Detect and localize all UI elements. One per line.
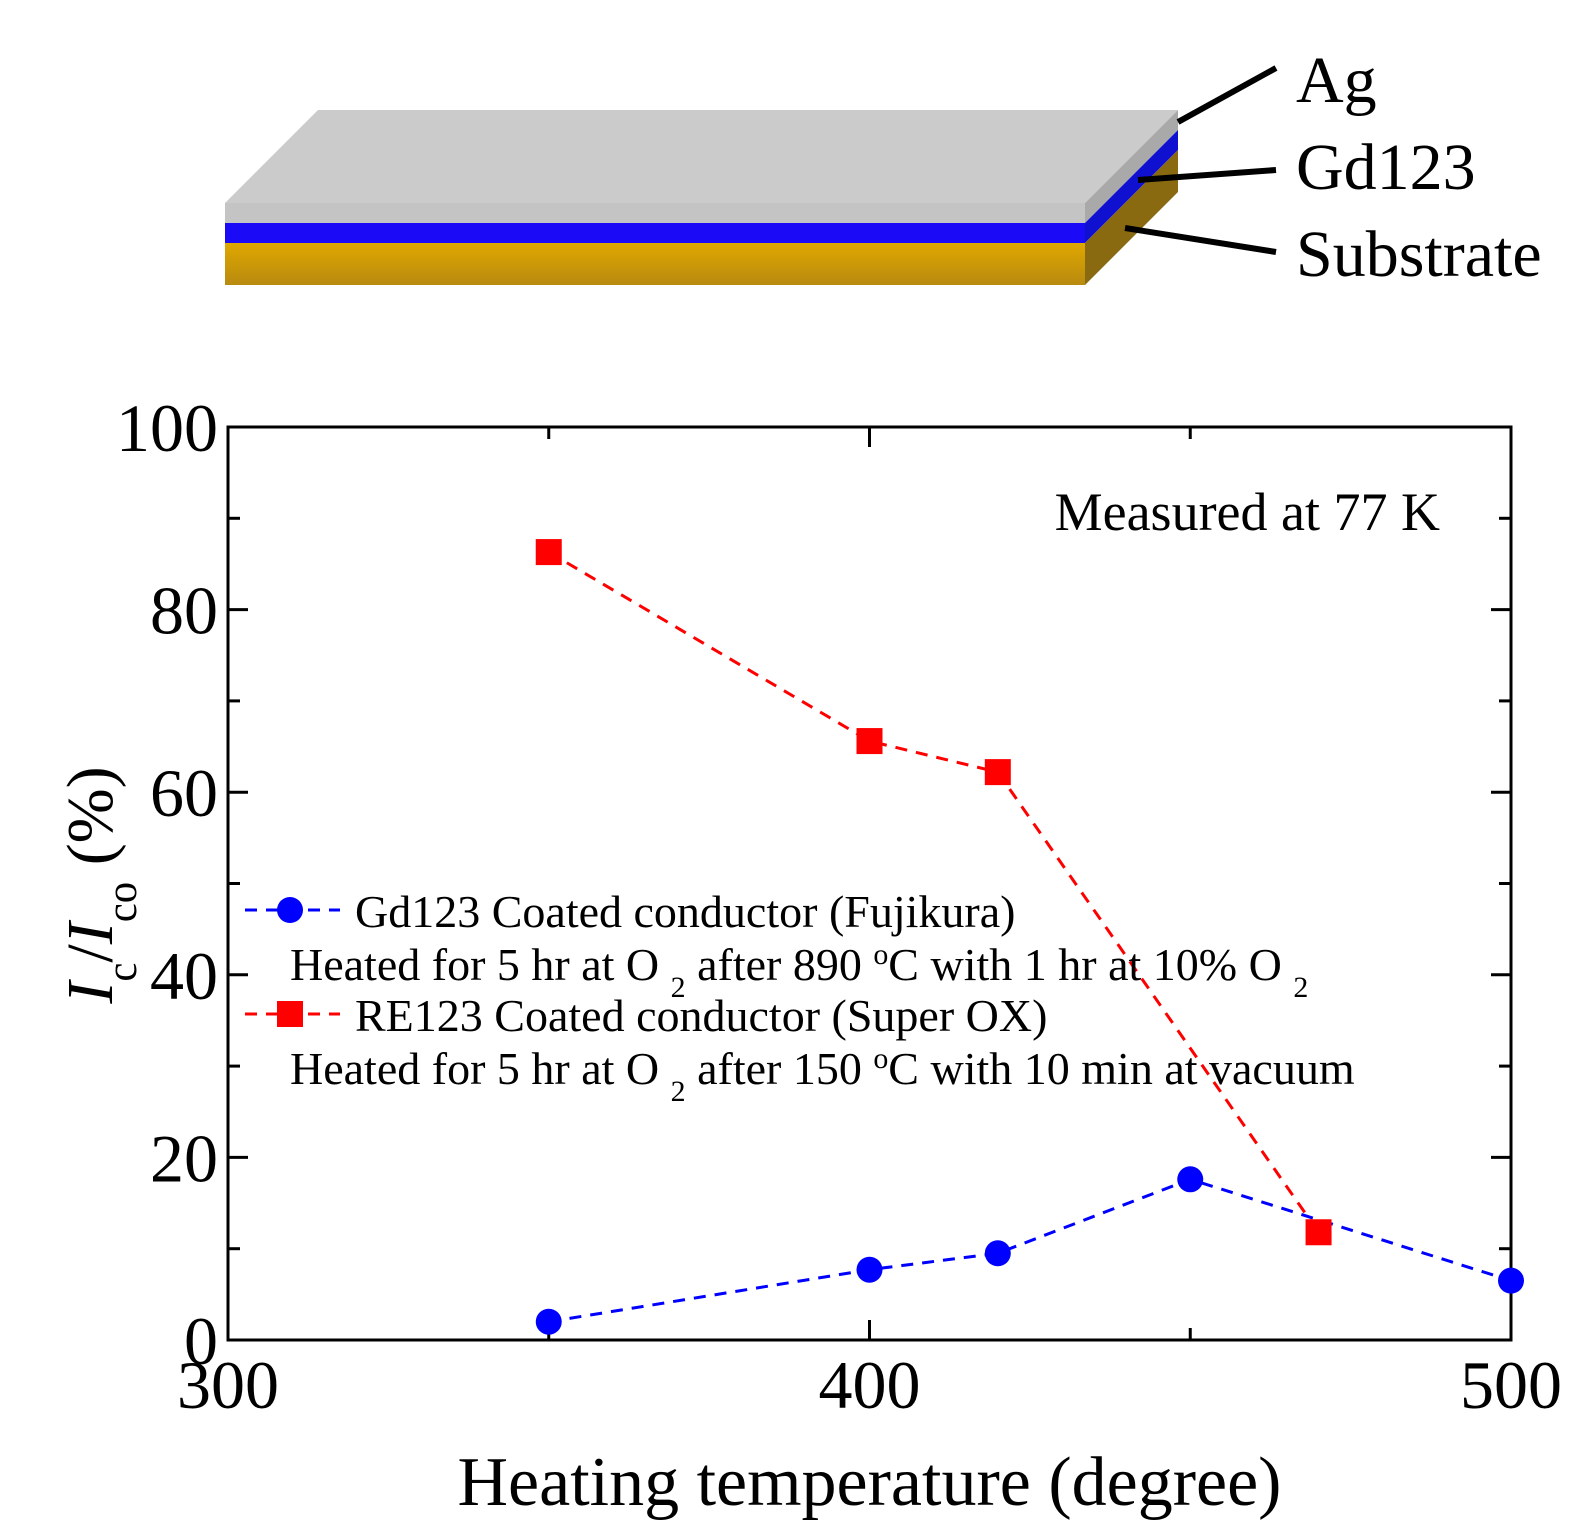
leader: [1124, 225, 1277, 255]
label-part: co: [99, 882, 146, 922]
label-part: 2: [1293, 971, 1308, 1004]
label-part: I: [54, 919, 127, 945]
y-tick-label: 20: [150, 1120, 218, 1196]
plot: 300 400 500 0 20 40 60 80 100 Heating temperature…: [54, 390, 1562, 1521]
legend-entry: RE123 Coated conductor (Super OX)Heated …: [245, 990, 1355, 1108]
y-tick-label: 80: [150, 573, 218, 649]
marker: [277, 1001, 303, 1027]
legend-description: Heated for 5 hr at O 2 after 890 oC with…: [290, 938, 1308, 1004]
y-axis-label: Ic/Ico (%): [54, 766, 146, 1004]
series-line: [548, 1177, 1512, 1324]
y-tick-label: 40: [150, 938, 218, 1014]
gd-front: [225, 223, 1085, 243]
marker: [984, 759, 1011, 786]
marker: [277, 897, 303, 923]
layer-label: Gd123: [1296, 131, 1476, 204]
label-part: after 150: [686, 1043, 874, 1094]
label-part: /: [54, 944, 127, 963]
x-tick-label: 300: [177, 1347, 279, 1423]
substrate-front: [225, 243, 1085, 285]
y-tick-label: 0: [184, 1303, 218, 1379]
label-part: (%): [54, 766, 127, 881]
label-part: 2: [671, 971, 686, 1004]
x-axis-label: Heating temperature (degree): [458, 1444, 1282, 1521]
gd-side: [1085, 130, 1178, 243]
legend-description: Heated for 5 hr at O 2 after 150 oC with…: [290, 1042, 1355, 1108]
y-tick-label: 60: [150, 755, 218, 831]
label-part: c: [99, 963, 146, 982]
series-line: [547, 550, 1320, 1234]
label-part: C with 1 hr at 10% O: [888, 939, 1293, 990]
marker: [1177, 1166, 1204, 1193]
leader: [1137, 167, 1277, 183]
marker: [856, 728, 883, 755]
x-tick-label: 400: [819, 1347, 921, 1423]
plot-frame: [226, 425, 1513, 1342]
layer-label: Ag: [1296, 44, 1377, 117]
marker: [984, 1240, 1011, 1267]
label-part: Heated for 5 hr at O: [290, 939, 671, 990]
layer-label: Substrate: [1296, 218, 1542, 291]
leader: [1176, 65, 1278, 125]
label-part: after 890: [686, 939, 874, 990]
tape-diagram: Ag Gd123 Substrate: [225, 44, 1542, 291]
substrate-side: [1085, 150, 1178, 285]
label-part: o: [873, 938, 888, 971]
label-part: 2: [671, 1075, 686, 1108]
marker: [1498, 1267, 1524, 1294]
legend-label: Gd123 Coated conductor (Fujikura): [355, 886, 1015, 937]
marker: [856, 1256, 883, 1283]
annotation: Measured at 77 K: [1055, 482, 1440, 542]
ag-side: [1085, 110, 1178, 223]
label-part: C with 10 min at vacuum: [888, 1043, 1355, 1094]
marker: [535, 1308, 562, 1335]
ag-front: [225, 203, 1085, 223]
y-tick-label: 100: [116, 390, 218, 466]
ag-top: [225, 110, 1178, 203]
label-part: o: [873, 1042, 888, 1075]
legend-label: RE123 Coated conductor (Super OX): [355, 990, 1047, 1041]
marker: [1305, 1219, 1332, 1246]
label-part: Heated for 5 hr at O: [290, 1043, 671, 1094]
legend-entry: Gd123 Coated conductor (Fujikura)Heated …: [245, 886, 1308, 1004]
marker: [535, 539, 562, 566]
label-part: I: [54, 979, 127, 1005]
x-tick-label: 500: [1460, 1347, 1562, 1423]
